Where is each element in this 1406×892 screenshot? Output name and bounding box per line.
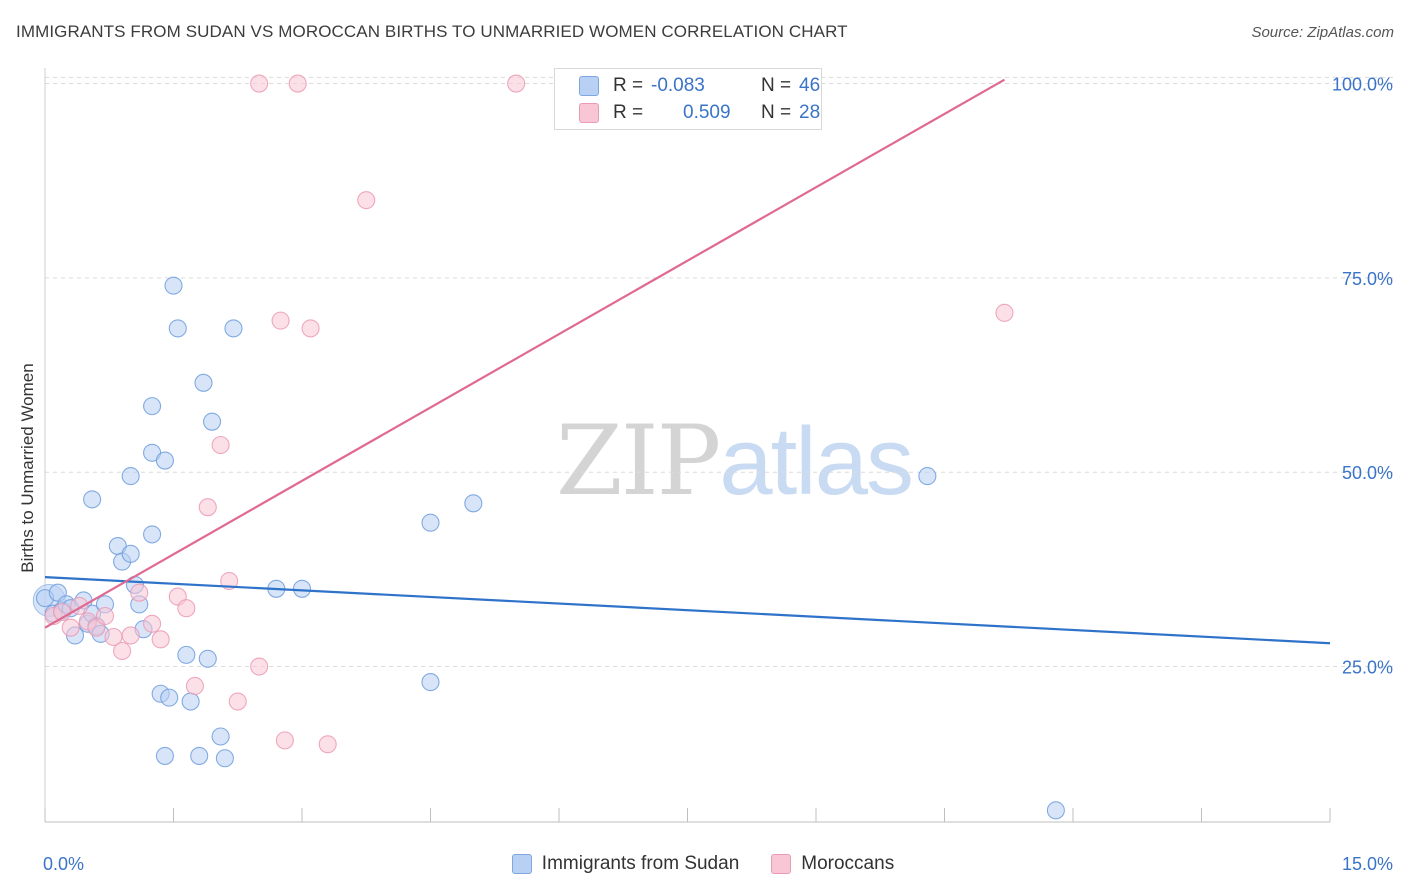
sudan-point — [190, 746, 209, 765]
legend-item-sudan[interactable]: Immigrants from Sudan — [511, 853, 740, 875]
series-legend: Immigrants from Sudan Moroccans — [0, 850, 1406, 878]
sudan-point — [211, 727, 230, 746]
moroccan-point — [113, 641, 132, 661]
sudan-point — [155, 746, 174, 765]
legend-item-moroccans[interactable]: Moroccans — [771, 853, 894, 875]
stats-swatch-sudan — [579, 76, 599, 96]
n-label: N = — [761, 75, 792, 96]
y-axis-title: Births to Unmarried Women — [18, 363, 37, 573]
moroccan-point — [143, 614, 162, 633]
sudan-point — [168, 319, 187, 338]
chart-title: IMMIGRANTS FROM SUDAN VS MOROCCAN BIRTHS… — [16, 22, 848, 41]
sudan-point — [292, 579, 312, 598]
moroccan-point — [177, 599, 196, 618]
moroccan-point — [288, 74, 307, 93]
moroccan-point — [130, 583, 149, 602]
moroccan-point — [995, 303, 1014, 322]
moroccan-point — [211, 435, 230, 455]
y-tick-label: 75.0% — [1342, 269, 1393, 289]
n-value: 28 — [799, 102, 821, 123]
moroccan-point — [250, 74, 269, 93]
sudan-point — [143, 525, 162, 544]
moroccan-point — [185, 676, 204, 696]
n-label: N = — [761, 102, 792, 123]
x-tick-label-min: 0.0% — [43, 854, 84, 874]
stats-legend: R = -0.083 N = 46 R = 0.509 N = 28 — [554, 68, 822, 130]
axis-layer — [44, 68, 1331, 823]
sudan-trend-line — [44, 576, 1331, 645]
sudan-point — [464, 494, 483, 513]
moroccan-point — [357, 191, 376, 210]
moroccan-trend-line — [44, 78, 1006, 629]
legend-swatch-sudan — [511, 854, 532, 874]
y-tick-label: 50.0% — [1342, 463, 1393, 483]
sudan-point — [918, 467, 937, 486]
sudan-point — [194, 373, 213, 392]
sudan-point — [177, 645, 196, 664]
sudan-point — [198, 649, 217, 668]
legend-label-moroccans: Moroccans — [801, 853, 895, 874]
x-tick-label-max: 15.0% — [1342, 854, 1393, 874]
points-layer — [32, 74, 1065, 820]
moroccan-point — [61, 618, 80, 637]
n-value: 46 — [799, 75, 821, 96]
sudan-point — [160, 688, 179, 707]
y-tick-label: 25.0% — [1342, 658, 1393, 678]
grid-layer — [45, 76, 1394, 668]
moroccan-point — [228, 692, 247, 711]
sudan-point — [421, 513, 440, 532]
y-tick-label: 100.0% — [1332, 75, 1393, 95]
sudan-point — [121, 544, 140, 563]
moroccan-point — [250, 657, 269, 676]
sudan-point — [121, 467, 140, 486]
sudan-point — [143, 397, 162, 416]
moroccan-point — [198, 498, 217, 517]
r-value: 0.509 — [683, 102, 731, 123]
r-value: -0.083 — [651, 75, 705, 96]
sudan-point — [215, 749, 234, 768]
sudan-point — [1046, 801, 1065, 820]
moroccan-point — [301, 319, 320, 338]
moroccan-point — [318, 735, 337, 754]
sudan-point — [421, 673, 440, 692]
moroccan-point — [151, 630, 170, 649]
tick-label-layer: 25.0% 50.0% 75.0% 100.0% 0.0% 15.0% — [43, 75, 1393, 874]
moroccan-point — [275, 731, 294, 750]
r-label: R = — [613, 102, 644, 123]
stats-swatch-moroccans — [579, 103, 599, 123]
moroccan-point — [271, 311, 290, 330]
sudan-point — [181, 692, 200, 711]
legend-label-sudan: Immigrants from Sudan — [541, 853, 740, 874]
moroccan-point — [220, 571, 239, 591]
sudan-point — [203, 412, 222, 431]
trend-layer — [44, 78, 1331, 645]
sudan-point — [224, 319, 243, 338]
sudan-point — [155, 451, 174, 470]
sudan-point — [164, 276, 183, 295]
moroccan-point — [121, 626, 140, 645]
moroccan-point — [95, 606, 115, 626]
source-label: Source: ZipAtlas.com — [1251, 24, 1394, 41]
r-label: R = — [613, 75, 644, 96]
sudan-point — [83, 490, 102, 509]
legend-swatch-moroccans — [771, 854, 792, 874]
moroccan-point — [507, 74, 526, 93]
